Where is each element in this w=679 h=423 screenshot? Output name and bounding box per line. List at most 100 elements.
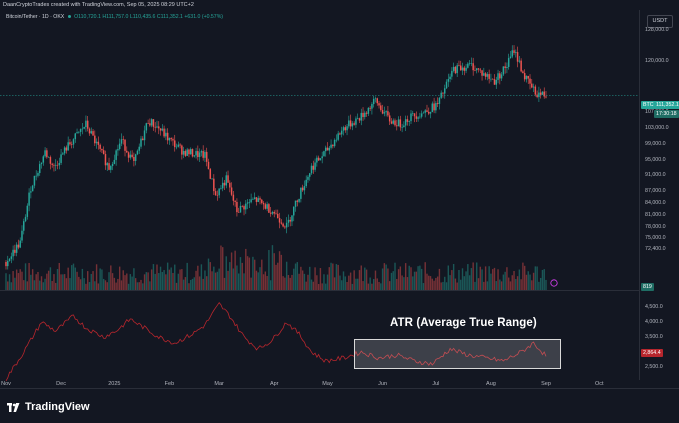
volume-bar: [190, 279, 192, 290]
volume-bar: [179, 269, 181, 290]
volume-bar: [488, 266, 490, 290]
volume-bar: [241, 262, 243, 290]
volume-bar: [209, 262, 211, 290]
symbol-legend[interactable]: Bitcoin/Tether · 1D · OKX O110,720.1 H11…: [6, 14, 223, 20]
volume-bar: [335, 264, 338, 290]
volume-bar: [289, 277, 291, 290]
candle-body: [408, 121, 410, 122]
volume-bar: [223, 277, 226, 290]
candle-body: [42, 156, 45, 163]
time-axis-label: Dec: [56, 381, 66, 387]
candle-body: [358, 118, 361, 121]
candle-body: [280, 222, 283, 224]
candle-body: [385, 111, 387, 113]
candle-body: [264, 204, 267, 209]
time-axis-label: Apr: [269, 381, 279, 387]
candle-body: [154, 126, 156, 128]
candle-body: [394, 120, 396, 126]
volume-bar: [454, 278, 457, 290]
volume-bar: [134, 278, 137, 290]
candle-body: [104, 154, 107, 166]
pane-divider[interactable]: [0, 290, 639, 291]
volume-bar: [186, 262, 188, 290]
volume-bar: [282, 276, 284, 290]
volume-bar: [195, 270, 197, 290]
volume-bar: [227, 270, 229, 290]
candle-body: [53, 164, 55, 166]
candle-body: [230, 187, 233, 195]
candle-body: [381, 110, 384, 114]
candle-body: [442, 92, 444, 94]
candle-body: [88, 128, 91, 134]
candle-body: [133, 156, 135, 161]
volume-bar: [470, 268, 473, 290]
volume-bar: [520, 279, 522, 290]
volume-bar: [309, 266, 311, 290]
candle-body: [117, 149, 119, 151]
volume-bar: [307, 274, 309, 290]
volume-bar: [42, 282, 45, 290]
candle-body: [388, 115, 391, 122]
candle-body: [344, 127, 347, 131]
candle-body: [269, 212, 272, 214]
price-axis[interactable]: 128,000.0120,000.0107,000.0103,000.099,0…: [643, 0, 679, 390]
candle-body: [493, 79, 496, 85]
candle-body: [138, 146, 140, 151]
candle-body: [102, 150, 105, 155]
candle-body: [447, 79, 450, 82]
volume-bar: [541, 269, 544, 290]
candle-body: [374, 98, 377, 99]
volume-bar: [403, 277, 405, 290]
candle-body: [63, 147, 66, 154]
volume-bar: [24, 263, 27, 290]
candle-body: [465, 67, 467, 71]
ohlc-open: O110,720.1: [74, 14, 101, 20]
currency-badge[interactable]: USDT: [647, 15, 673, 28]
price-axis-label: 84,000.0: [645, 199, 666, 206]
price-axis-label: 72,400.0: [645, 245, 666, 252]
candle-body: [193, 155, 196, 157]
volume-bar: [234, 250, 236, 290]
volume-bar: [181, 269, 183, 290]
candle-body: [532, 86, 535, 88]
candle-body: [392, 120, 394, 124]
volume-bar: [138, 282, 140, 290]
volume-bar: [502, 274, 505, 290]
volume-bar: [161, 272, 164, 290]
candle-body: [507, 58, 510, 67]
candle-body: [319, 158, 322, 161]
volume-bar: [451, 270, 453, 290]
volume-bar: [545, 279, 547, 290]
candle-body: [305, 179, 307, 187]
volume-bar: [420, 268, 423, 290]
tradingview-logo-icon: [7, 402, 21, 412]
volume-bar: [477, 278, 480, 290]
time-axis-label: Sep: [541, 381, 551, 387]
candle-body: [323, 151, 325, 157]
time-axis[interactable]: Nov Dec 2025 Feb Mar Apr May Jun Jul Aug Sep Oct: [0, 381, 639, 390]
price-chart[interactable]: [0, 0, 639, 388]
volume-bar: [39, 280, 41, 290]
candle-body: [202, 151, 204, 158]
volume-bar: [401, 275, 403, 290]
candle-body: [468, 63, 471, 64]
tradingview-logo[interactable]: TradingView: [7, 401, 90, 413]
volume-bar: [529, 274, 531, 290]
volume-bar: [380, 283, 382, 290]
candle-body: [221, 182, 224, 189]
volume-bar: [460, 279, 462, 290]
candle-body: [127, 152, 130, 158]
volume-bar: [131, 276, 133, 290]
candle-body: [376, 98, 378, 104]
candle-body: [387, 111, 389, 116]
volume-bar: [124, 275, 126, 290]
volume-bar: [364, 267, 366, 290]
symbol-name: Bitcoin/Tether · 1D · OKX: [6, 14, 65, 20]
candle-body: [177, 144, 180, 147]
candle-body: [527, 75, 529, 79]
candle-body: [159, 128, 162, 131]
volume-bar: [332, 263, 334, 290]
tradingview-logo-text: TradingView: [25, 401, 90, 413]
last-price-tag: 111,352.1: [654, 101, 679, 109]
volume-bar: [237, 273, 240, 290]
